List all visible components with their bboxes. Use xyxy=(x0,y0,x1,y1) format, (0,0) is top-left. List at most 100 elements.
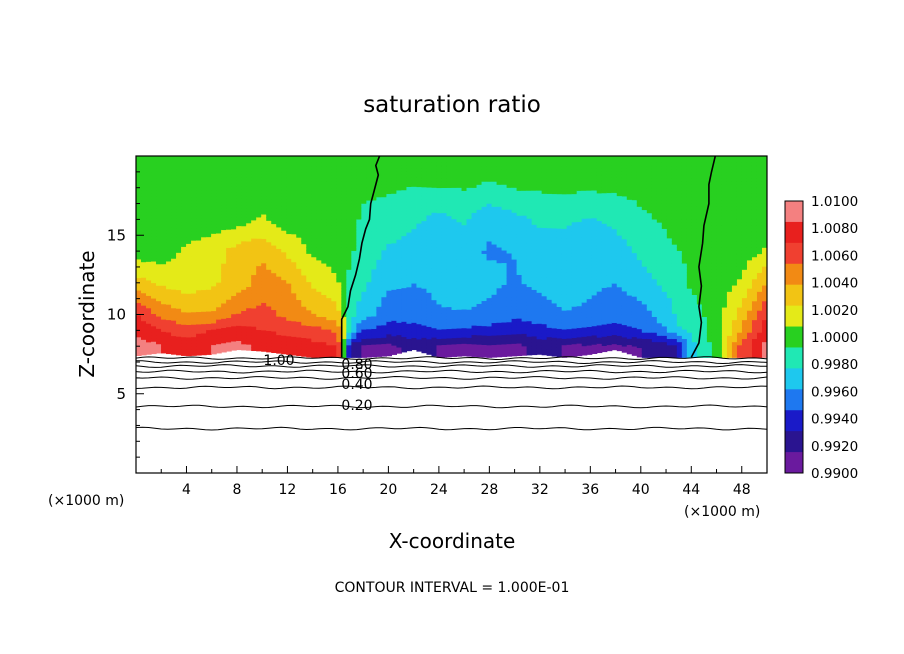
field-cell xyxy=(146,233,152,238)
field-cell xyxy=(266,330,272,335)
field-cell xyxy=(521,283,528,288)
field-cell xyxy=(386,311,393,316)
field-cell xyxy=(396,328,403,333)
field-cell xyxy=(401,336,408,341)
field-cell xyxy=(211,186,217,191)
field-cell xyxy=(146,264,152,269)
field-cell xyxy=(466,221,473,226)
field-cell xyxy=(346,178,352,182)
field-cell xyxy=(141,258,147,263)
field-cell xyxy=(151,264,157,268)
field-cell xyxy=(141,345,147,350)
field-cell xyxy=(391,177,398,182)
field-cell xyxy=(311,281,317,286)
field-cell xyxy=(496,224,503,229)
field-cell xyxy=(416,174,423,178)
field-cell xyxy=(506,321,513,326)
field-cell xyxy=(256,171,262,175)
field-cell xyxy=(246,210,252,215)
field-cell xyxy=(186,202,192,207)
field-cell xyxy=(396,294,403,299)
field-cell xyxy=(491,206,498,210)
field-cell xyxy=(206,264,212,269)
field-cell xyxy=(411,289,418,293)
field-cell xyxy=(201,336,207,340)
field-cell xyxy=(471,256,478,260)
field-cell xyxy=(331,332,337,336)
field-cell xyxy=(386,205,393,210)
field-cell xyxy=(211,322,217,327)
field-cell xyxy=(411,340,418,345)
field-cell xyxy=(136,327,142,332)
field-cell xyxy=(341,159,347,163)
field-cell xyxy=(381,243,387,248)
field-cell xyxy=(391,326,398,331)
field-cell xyxy=(281,180,287,185)
field-cell xyxy=(151,279,157,284)
field-cell xyxy=(341,354,347,358)
field-cell xyxy=(226,174,232,178)
field-cell xyxy=(386,327,393,332)
field-cell xyxy=(456,168,463,173)
field-cell xyxy=(451,331,458,336)
field-cell xyxy=(141,190,147,194)
field-cell xyxy=(336,206,342,211)
field-cell xyxy=(361,288,367,292)
field-cell xyxy=(311,284,317,289)
field-cell xyxy=(361,266,367,270)
field-cell xyxy=(206,242,212,247)
field-cell xyxy=(211,159,217,163)
field-cell xyxy=(226,253,232,258)
field-cell xyxy=(266,211,272,215)
field-cell xyxy=(151,183,157,188)
field-cell xyxy=(461,205,468,210)
field-cell xyxy=(276,192,282,197)
field-cell xyxy=(376,293,382,298)
field-cell xyxy=(301,221,307,226)
field-cell xyxy=(361,325,367,330)
field-cell xyxy=(331,272,337,277)
field-cell xyxy=(261,345,267,349)
field-cell xyxy=(171,347,177,352)
field-cell xyxy=(486,209,493,214)
field-cell xyxy=(281,196,287,200)
field-cell xyxy=(316,269,322,273)
field-cell xyxy=(421,208,428,212)
field-cell xyxy=(376,303,382,307)
field-cell xyxy=(366,334,372,339)
field-cell xyxy=(401,293,408,298)
field-cell xyxy=(256,238,262,242)
field-cell xyxy=(226,280,232,285)
field-cell xyxy=(176,289,182,294)
field-cell xyxy=(356,196,362,201)
field-cell xyxy=(256,347,262,352)
field-cell xyxy=(511,352,518,357)
field-cell xyxy=(291,233,297,238)
field-cell xyxy=(246,337,252,342)
field-cell xyxy=(306,218,312,223)
field-cell xyxy=(201,183,207,188)
field-cell xyxy=(271,300,277,304)
field-cell xyxy=(441,344,448,349)
field-cell xyxy=(351,193,357,198)
field-cell xyxy=(386,346,393,350)
field-cell xyxy=(226,277,232,282)
field-cell xyxy=(261,192,267,197)
field-cell xyxy=(321,262,327,267)
field-cell xyxy=(356,294,362,299)
field-cell xyxy=(386,333,393,338)
field-cell xyxy=(231,234,237,239)
field-cell xyxy=(151,189,157,194)
field-cell xyxy=(361,347,367,352)
field-cell xyxy=(256,201,262,206)
field-cell xyxy=(246,192,252,197)
field-cell xyxy=(246,344,252,348)
field-cell xyxy=(181,224,187,229)
field-cell xyxy=(346,181,352,185)
field-cell xyxy=(211,211,217,216)
field-cell xyxy=(461,227,468,232)
field-cell xyxy=(326,322,332,327)
field-cell xyxy=(321,335,327,340)
field-cell xyxy=(481,334,488,339)
field-cell xyxy=(291,156,297,160)
